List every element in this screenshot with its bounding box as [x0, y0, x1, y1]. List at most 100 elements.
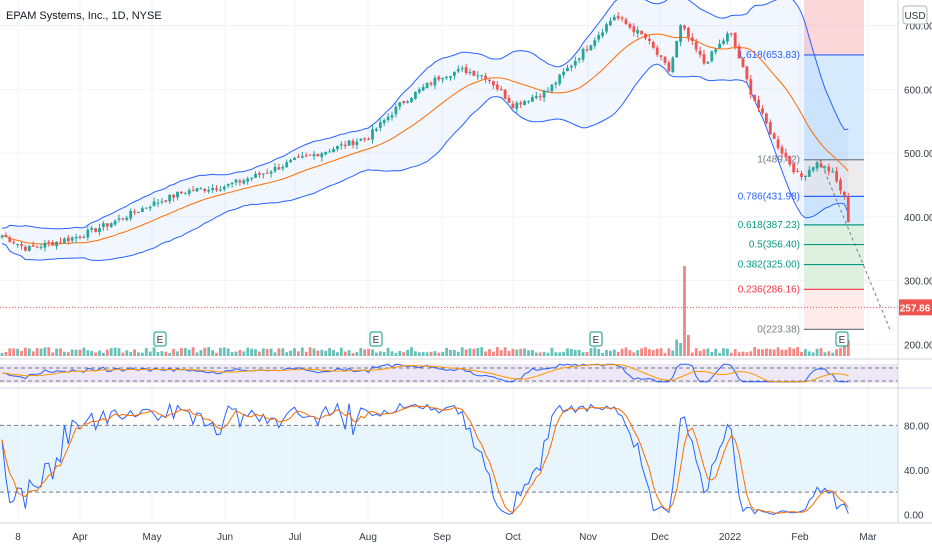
- time-tick-label: Sep: [433, 532, 451, 543]
- candle-body: [250, 177, 253, 180]
- candle-body: [265, 172, 269, 174]
- candle-body: [644, 33, 647, 39]
- volume-bar: [12, 348, 16, 356]
- earnings-marker-icon[interactable]: E: [589, 331, 603, 347]
- volume-bar: [425, 352, 429, 356]
- candle-body: [449, 76, 452, 78]
- volume-bar: [835, 349, 838, 356]
- candle-body: [187, 190, 191, 194]
- candle-body: [550, 84, 554, 92]
- candle-body: [733, 32, 737, 47]
- candle-body: [410, 98, 413, 102]
- volume-bar: [328, 348, 331, 356]
- price-axis[interactable]: 200.00 300.00 400.00 500.00 600.00 700.00: [904, 22, 932, 352]
- fib-trend-line: [819, 159, 891, 330]
- volume-bar: [24, 347, 27, 356]
- candle-body: [632, 26, 636, 33]
- candle-body: [293, 157, 296, 161]
- candle-body: [835, 171, 838, 182]
- candle-body: [191, 190, 195, 192]
- candle-body: [219, 189, 222, 191]
- volume-bar: [429, 351, 433, 356]
- currency-button[interactable]: USD: [902, 5, 928, 25]
- oscillator-axis[interactable]: 80.00 40.00 0.00: [904, 421, 929, 521]
- candle-body: [375, 128, 378, 131]
- earnings-marker-icon[interactable]: E: [369, 331, 383, 347]
- candle-body: [651, 41, 655, 48]
- volume-bar: [636, 350, 640, 356]
- candle-body: [238, 180, 242, 183]
- candle-body: [51, 242, 55, 246]
- price-pane[interactable]: 1.618(653.83)1(489.42)0.786(431.98)0.618…: [0, 0, 898, 523]
- candle-body: [784, 152, 788, 158]
- candle-body: [710, 51, 714, 62]
- volume-bar: [211, 350, 214, 356]
- candle-body: [246, 178, 250, 182]
- volume-bars: [0, 266, 850, 356]
- earnings-marker-icon[interactable]: E: [153, 331, 167, 347]
- volume-bar: [585, 351, 589, 356]
- volume-bar: [289, 350, 292, 356]
- candle-body: [523, 100, 526, 105]
- candle-body: [495, 84, 499, 90]
- candle-body: [300, 156, 304, 158]
- volume-bar: [765, 348, 768, 356]
- candle-body: [597, 35, 601, 40]
- volume-bar: [417, 352, 421, 356]
- candle-body: [671, 57, 675, 72]
- candlestick-series: [0, 11, 850, 252]
- candle-body: [538, 96, 542, 98]
- volume-bar: [390, 351, 394, 356]
- candle-body: [749, 79, 753, 95]
- candle-body: [339, 144, 343, 146]
- volume-bar: [16, 348, 19, 356]
- candle-body: [601, 32, 604, 36]
- volume-bar: [339, 347, 343, 356]
- candle-body: [616, 16, 620, 19]
- candle-body: [164, 200, 168, 202]
- stochastic-pane[interactable]: [0, 402, 898, 515]
- candle-body: [39, 246, 43, 248]
- candle-body: [328, 151, 331, 153]
- candle-body: [628, 24, 632, 28]
- volume-bar: [780, 349, 784, 356]
- volume-bar: [718, 352, 721, 356]
- time-axis[interactable]: 8 Apr May Jun Jul Aug Sep Oct Nov Dec 2022 Feb Mar: [15, 532, 877, 543]
- fib-zone: [804, 289, 864, 330]
- volume-bar: [464, 349, 468, 356]
- stochastic-d-line: [1, 405, 849, 514]
- candle-body: [507, 97, 511, 103]
- candle-body: [234, 179, 238, 183]
- earnings-marker-icon[interactable]: E: [835, 331, 849, 347]
- candle-body: [488, 79, 491, 81]
- volume-bar: [78, 349, 82, 356]
- candle-body: [273, 166, 277, 172]
- fibonacci-retracement[interactable]: 1.618(653.83)1(489.42)0.786(431.98)0.618…: [738, 0, 891, 335]
- earnings-marker-label: E: [157, 335, 164, 346]
- candle-body: [320, 153, 324, 158]
- candle-body: [503, 89, 507, 99]
- candle-body: [425, 82, 429, 89]
- candle-body: [402, 100, 406, 103]
- candle-body: [371, 129, 374, 140]
- volume-bar: [285, 352, 289, 356]
- candle-body: [624, 19, 628, 25]
- volume-bar: [437, 352, 441, 356]
- volume-bar: [737, 352, 741, 356]
- price-pane-bg: [0, 0, 898, 357]
- volume-bar: [488, 349, 491, 356]
- volume-bar: [566, 348, 569, 356]
- volume-bar: [156, 352, 160, 356]
- candle-body: [230, 182, 234, 185]
- candle-body: [254, 173, 257, 178]
- volume-bar: [534, 352, 538, 356]
- fib-level-label: 0.5(356.40): [749, 240, 800, 251]
- volume-bar: [577, 349, 581, 356]
- candle-body: [398, 102, 402, 107]
- time-tick-label: Jul: [289, 532, 302, 543]
- rsi-pane[interactable]: [0, 363, 898, 383]
- volume-bar: [70, 349, 74, 356]
- candle-body: [4, 234, 8, 237]
